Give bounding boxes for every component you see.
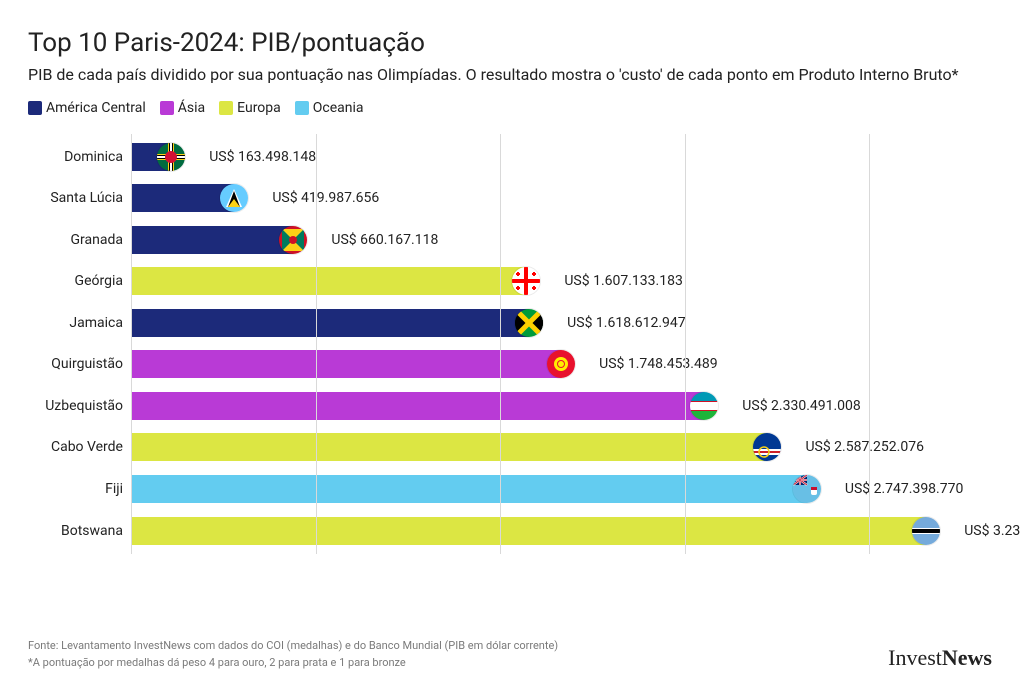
chart-row: GeórgiaUS$ 1.607.133.183 [131,266,992,296]
flag-icon [793,475,821,503]
chart-row: BotswanaUS$ 3.232.627.521 [131,516,992,546]
legend-label: América Central [46,100,146,116]
brand-logo: InvestNews [888,645,992,671]
flag-icon [279,226,307,254]
value-label: US$ 1.607.133.183 [564,273,683,289]
bar: US$ 3.232.627.521 [131,517,926,545]
value-label: US$ 2.747.398.770 [845,481,964,497]
chart-row: Santa LúciaUS$ 419.987.656 [131,183,992,213]
chart-area: DominicaUS$ 163.498.148 Santa LúciaUS$ 41… [131,134,992,554]
bar: US$ 163.498.148 [131,143,171,171]
bar: US$ 419.987.656 [131,184,234,212]
value-label: US$ 419.987.656 [272,190,379,206]
bar: US$ 1.618.612.947 [131,309,529,337]
flag-icon [515,309,543,337]
flag-icon [157,143,185,171]
brand-light: Invest [888,645,942,670]
flag-icon [753,433,781,461]
gridline [869,134,870,554]
country-label: Fiji [105,481,123,497]
chart-title: Top 10 Paris-2024: PIB/pontuação [28,28,992,58]
bar: US$ 1.748.453.489 [131,350,561,378]
bar: US$ 1.607.133.183 [131,267,526,295]
country-label: Cabo Verde [51,439,123,455]
legend-swatch [28,101,42,115]
value-label: US$ 2.587.252.076 [805,439,924,455]
value-label: US$ 1.748.453.489 [599,356,718,372]
legend-label: Europa [237,100,281,116]
chart-row: GranadaUS$ 660.167.118 [131,225,992,255]
legend-item: Ásia [160,100,205,116]
legend-label: Ásia [178,100,205,116]
footnote-source: Fonte: Levantamento InvestNews com dados… [28,638,558,655]
bar: US$ 2.587.252.076 [131,433,767,461]
country-label: Uzbequistão [45,398,123,414]
country-label: Botswana [61,523,123,539]
chart-row: JamaicaUS$ 1.618.612.947 [131,308,992,338]
legend-swatch [160,101,174,115]
bar: US$ 2.330.491.008 [131,392,704,420]
legend-label: Oceania [313,100,364,116]
country-label: Granada [71,232,123,248]
gridline [316,134,317,554]
country-label: Jamaica [69,315,123,331]
gridline [685,134,686,554]
legend-swatch [219,101,233,115]
value-label: US$ 2.330.491.008 [742,398,861,414]
footnote-method: *A pontuação por medalhas dá peso 4 para… [28,655,558,672]
country-label: Geórgia [75,273,123,289]
chart-subtitle: PIB de cada país dividido por sua pontua… [28,64,992,86]
chart-row: FijiUS$ 2.747.398.770 [131,474,992,504]
value-label: US$ 1.618.612.947 [567,315,686,331]
legend-item: Oceania [295,100,364,116]
country-label: Dominica [64,149,123,165]
value-label: US$ 163.498.148 [209,149,316,165]
footer: Fonte: Levantamento InvestNews com dados… [28,638,992,671]
value-label: US$ 3.232.627.521 [964,523,1020,539]
bar: US$ 660.167.118 [131,226,293,254]
chart-row: Cabo VerdeUS$ 2.587.252.076 [131,432,992,462]
flag-icon [547,350,575,378]
legend-item: Europa [219,100,281,116]
chart-row: UzbequistãoUS$ 2.330.491.008 [131,391,992,421]
bar: US$ 2.747.398.770 [131,475,807,503]
legend-swatch [295,101,309,115]
flag-icon [912,517,940,545]
flag-icon [220,184,248,212]
value-label: US$ 660.167.118 [331,232,438,248]
legend-item: América Central [28,100,146,116]
chart-row: DominicaUS$ 163.498.148 [131,142,992,172]
legend: América Central Ásia Europa Oceania [28,100,992,116]
gridline [500,134,501,554]
country-label: Santa Lúcia [50,190,123,206]
gridline [131,134,132,554]
flag-icon [512,267,540,295]
country-label: Quirguistão [51,356,123,372]
chart-row: QuirguistãoUS$ 1.748.453.489 [131,349,992,379]
flag-icon [690,392,718,420]
brand-bold: News [942,645,992,670]
